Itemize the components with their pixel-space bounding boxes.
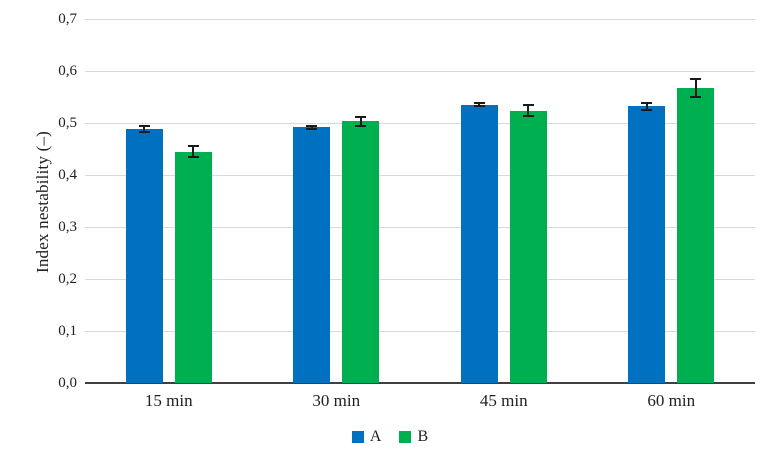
error-bar	[690, 77, 702, 98]
bar-b-45-min	[509, 110, 547, 383]
x-tick-label: 30 min	[312, 391, 361, 410]
legend-swatch-a	[351, 431, 364, 443]
error-bar	[522, 104, 534, 117]
x-tick-label: 45 min	[479, 391, 528, 410]
y-tick-label: 0,4	[58, 167, 77, 183]
y-tick-label: 0,6	[58, 63, 77, 79]
gridline	[85, 122, 755, 124]
bar-b-15-min	[174, 151, 212, 383]
error-bar	[138, 124, 150, 133]
y-tick-label: 0,2	[58, 271, 77, 287]
legend: A B	[0, 428, 780, 446]
gridline	[85, 70, 755, 72]
legend-label-b: B	[417, 428, 429, 445]
plot-area	[85, 18, 755, 384]
bar-a-45-min	[460, 104, 498, 383]
gridline	[85, 330, 755, 332]
gridline	[85, 18, 755, 20]
y-tick-label: 0,1	[58, 323, 77, 339]
legend-item-a: A	[351, 428, 382, 446]
error-bar	[473, 102, 485, 108]
bar-a-15-min	[125, 128, 163, 383]
bar-b-30-min	[342, 121, 380, 383]
legend-item-b: B	[399, 428, 428, 446]
gridline	[85, 174, 755, 176]
y-tick-label: 0,5	[58, 115, 77, 131]
bar-a-60-min	[628, 106, 666, 383]
bar-b-60-min	[677, 87, 715, 383]
error-bar	[187, 144, 199, 159]
y-tick-label: 0,7	[58, 11, 77, 27]
x-axis-labels: 15 min 30 min 45 min 60 min	[85, 391, 755, 411]
x-tick-label: 15 min	[144, 391, 193, 410]
x-tick-label: 60 min	[647, 391, 696, 410]
error-bar	[306, 124, 318, 130]
legend-swatch-b	[399, 431, 412, 443]
bar-a-30-min	[293, 127, 331, 383]
legend-label-a: A	[369, 428, 382, 445]
y-tick-label: 0,3	[58, 219, 77, 235]
gridline	[85, 226, 755, 228]
error-bar	[641, 102, 653, 111]
y-tick-label: 0,0	[58, 375, 77, 391]
gridline	[85, 278, 755, 280]
error-bar	[355, 116, 367, 127]
x-axis-line	[85, 382, 755, 384]
